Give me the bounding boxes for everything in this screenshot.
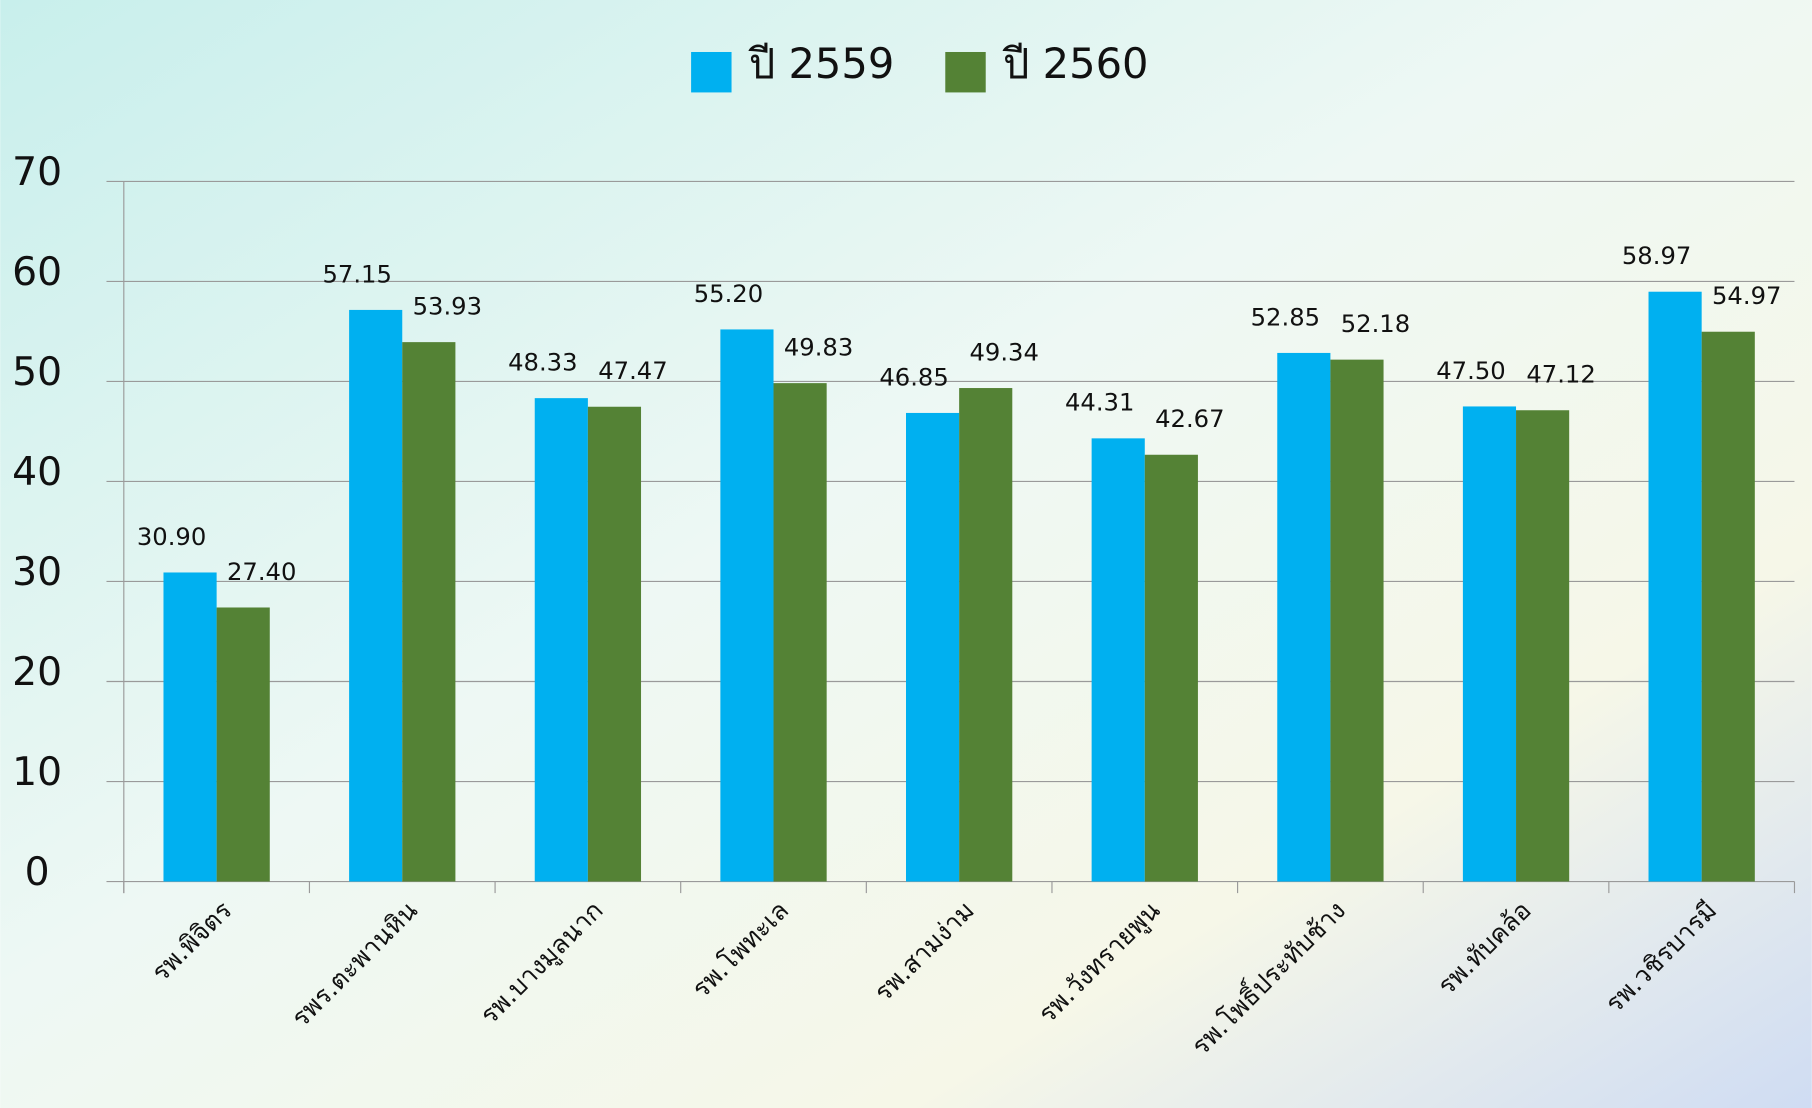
- value-label: 55.20: [694, 279, 763, 308]
- value-label: 58.97: [1622, 241, 1691, 270]
- legend-swatch: [691, 52, 731, 92]
- y-tick-label: 40: [12, 450, 62, 495]
- value-label: 27.40: [227, 557, 296, 586]
- bar: [163, 572, 216, 881]
- bar: [1649, 292, 1702, 882]
- value-label: 46.85: [879, 362, 948, 391]
- bar: [588, 407, 641, 882]
- bar: [1145, 455, 1198, 882]
- legend-label: ปี 2559: [748, 39, 894, 88]
- bar: [217, 607, 270, 881]
- y-tick-label: 50: [12, 350, 62, 395]
- y-tick-label: 60: [12, 250, 62, 295]
- value-label: 42.67: [1155, 404, 1224, 433]
- bar: [720, 329, 773, 881]
- value-label: 30.90: [137, 522, 206, 551]
- bar: [959, 388, 1012, 882]
- bar: [774, 383, 827, 881]
- legend-swatch: [945, 52, 985, 92]
- value-label: 49.83: [784, 332, 853, 361]
- bar: [1516, 410, 1569, 881]
- value-label: 54.97: [1712, 281, 1781, 310]
- value-label: 47.12: [1526, 360, 1595, 389]
- value-label: 52.18: [1341, 309, 1410, 338]
- y-tick-label: 20: [12, 650, 62, 695]
- value-label: 48.33: [508, 347, 577, 376]
- bar: [1463, 406, 1516, 881]
- value-label: 49.34: [969, 337, 1038, 366]
- value-label: 57.15: [322, 259, 391, 288]
- value-label: 44.31: [1065, 388, 1134, 417]
- y-tick-label: 30: [12, 550, 62, 595]
- y-tick-label: 10: [12, 750, 62, 795]
- value-label: 53.93: [413, 291, 482, 320]
- bar: [402, 342, 455, 881]
- value-label: 47.47: [598, 356, 667, 385]
- value-label: 52.85: [1251, 302, 1320, 331]
- y-tick-label: 0: [25, 850, 50, 895]
- chart: 010203040506070รพ.พิจิตร30.9027.40รพร.ตะ…: [0, 0, 1812, 1108]
- bar: [349, 310, 402, 882]
- bar: [535, 398, 588, 881]
- bar: [1277, 353, 1330, 882]
- page: {"chart_data": {"type": "bar", "categori…: [0, 0, 1812, 1108]
- y-tick-label: 70: [12, 150, 62, 195]
- legend-label: ปี 2560: [1002, 39, 1148, 88]
- bar: [1702, 332, 1755, 882]
- bar: [1330, 360, 1383, 882]
- bar: [1092, 438, 1145, 881]
- value-label: 47.50: [1436, 356, 1505, 385]
- bar: [906, 413, 959, 882]
